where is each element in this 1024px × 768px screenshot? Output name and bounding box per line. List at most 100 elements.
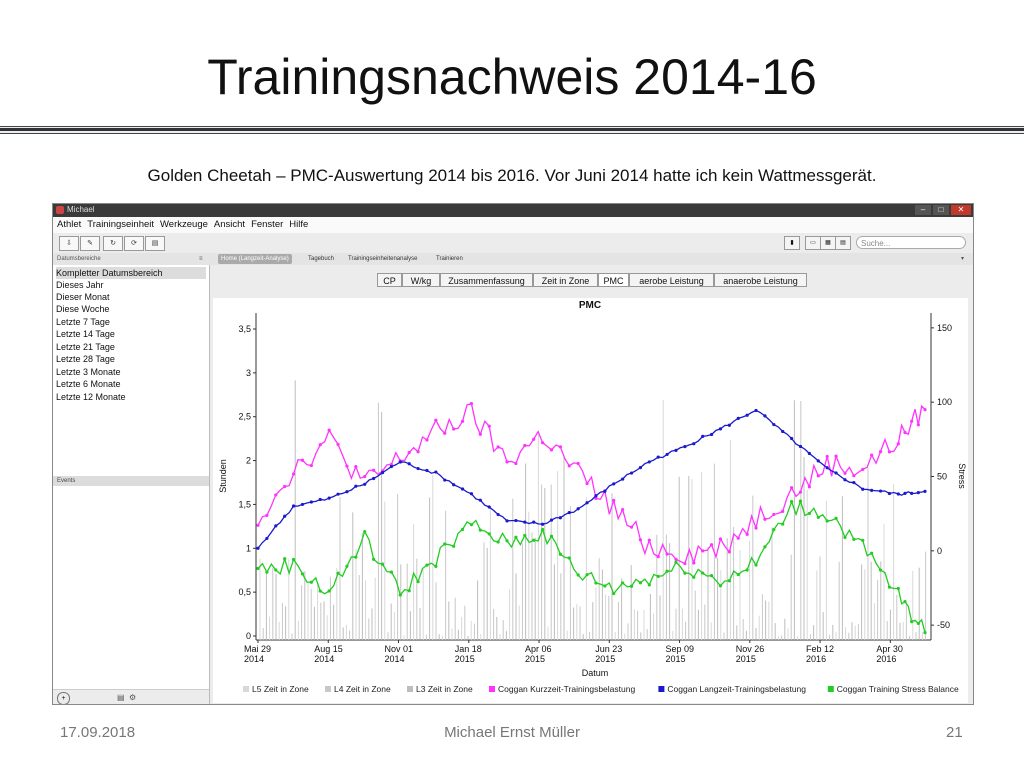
tab-zusammenfassung[interactable]: Zusammenfassung <box>440 273 533 287</box>
series-point <box>372 476 376 481</box>
date-range-item[interactable]: Letzte 7 Tage <box>56 317 110 327</box>
y-tick-label-right: 100 <box>937 397 952 407</box>
legend-swatch <box>407 686 413 692</box>
series-point <box>576 461 580 466</box>
series-point <box>825 466 829 470</box>
series-point <box>763 517 767 521</box>
series-point <box>327 428 331 432</box>
date-range-item[interactable]: Letzte 6 Monate <box>56 379 121 389</box>
tab-cp[interactable]: CP <box>377 273 402 287</box>
series-point <box>709 573 714 578</box>
series-point <box>781 429 785 434</box>
view-tab-bar: Datumsbereiche ≡ Home (Langzeit-Analyse)… <box>53 253 973 265</box>
view-grid-icon[interactable]: ▦ <box>820 236 836 250</box>
x-tick-label: Nov 01 <box>385 644 414 654</box>
tab-aerobe-leistung[interactable]: aerobe Leistung <box>629 273 714 287</box>
series-point <box>665 552 669 556</box>
date-range-item[interactable]: Letzte 12 Monate <box>56 392 126 402</box>
series-point <box>487 532 491 536</box>
date-range-item[interactable]: Letzte 14 Tage <box>56 329 115 339</box>
y-tick-label-right: 150 <box>937 323 952 333</box>
series-point <box>283 484 287 489</box>
series-point <box>363 529 367 534</box>
series-point <box>834 471 838 475</box>
series-point <box>772 512 776 517</box>
tab-trainingseinheitenanalyse[interactable]: Trainingseinheitenanalyse <box>348 256 418 262</box>
series-point <box>701 434 705 438</box>
calendar-icon[interactable]: ▤ <box>117 693 125 702</box>
title-divider <box>0 126 1024 134</box>
menu-ansicht[interactable]: Ansicht <box>213 219 246 230</box>
series-point <box>798 499 803 503</box>
refresh-icon[interactable]: ⟳ <box>124 236 144 251</box>
series-point <box>736 536 740 540</box>
series-point <box>903 491 907 495</box>
series-point <box>443 478 447 482</box>
series-point <box>514 518 518 523</box>
minimize-button[interactable]: – <box>915 205 931 215</box>
series-point <box>923 408 927 412</box>
series-point <box>300 458 305 462</box>
download-icon[interactable]: ⇩ <box>59 236 79 251</box>
date-range-item[interactable]: Letzte 3 Monate <box>56 367 121 377</box>
menu-hilfe[interactable]: Hilfe <box>289 219 309 230</box>
tab-anaerobe-leistung[interactable]: anaerobe Leistung <box>714 273 807 287</box>
tab-tagebuch[interactable]: Tagebuch <box>308 256 335 262</box>
series-point <box>434 564 438 568</box>
legend-swatch <box>827 686 834 692</box>
chart-menu-icon[interactable]: ▾ <box>961 256 965 262</box>
series-point <box>505 519 509 523</box>
series-point <box>754 408 758 413</box>
view-tabs-icon[interactable]: ▭ <box>805 236 821 250</box>
date-range-item[interactable]: Diese Woche <box>56 304 110 314</box>
date-range-item[interactable]: Dieses Jahr <box>56 280 104 290</box>
sidebar-footer: + ▤ ⚙ <box>53 689 209 704</box>
add-icon[interactable]: + <box>57 692 70 704</box>
series-point <box>487 424 491 428</box>
sidebar-menu-icon[interactable]: ≡ <box>199 256 203 262</box>
search-input[interactable]: Suche... <box>856 236 966 249</box>
menu-trainingseinheit[interactable]: Trainingseinheit <box>87 219 155 230</box>
series-point <box>380 562 385 566</box>
settings-icon[interactable]: ⚙ <box>129 693 137 702</box>
tab-home[interactable]: Home (Langzeit-Analyse) <box>218 254 292 264</box>
date-range-item[interactable]: Kompletter Datumsbereich <box>56 267 206 279</box>
series-point <box>638 466 643 470</box>
series-point <box>763 414 767 418</box>
series-point <box>309 500 313 504</box>
y-tick-label-left: 2 <box>246 456 251 466</box>
delete-icon[interactable]: ▤ <box>145 236 165 251</box>
tab-zeit-in-zone[interactable]: Zeit in Zone <box>533 273 598 287</box>
tab-pmc[interactable]: PMC <box>598 273 629 287</box>
x-tick-label: Jun 23 <box>595 644 622 654</box>
series-point <box>816 474 820 478</box>
main-panel: CP W/kg Zusammenfassung Zeit in Zone PMC… <box>210 265 973 704</box>
edit-icon[interactable]: ✎ <box>80 236 100 251</box>
maximize-button[interactable]: □ <box>933 205 949 215</box>
x-tick-label: 2015 <box>595 654 615 664</box>
menu-athlet[interactable]: Athlet <box>57 219 82 230</box>
legend-label: Coggan Training Stress Balance <box>837 684 959 694</box>
close-button[interactable]: ✕ <box>951 205 971 215</box>
date-range-item[interactable]: Letzte 21 Tage <box>56 342 115 352</box>
menu-werkzeuge[interactable]: Werkzeuge <box>160 219 208 230</box>
tab-wkg[interactable]: W/kg <box>402 273 440 287</box>
menu-fenster[interactable]: Fenster <box>251 219 284 230</box>
y-tick-label-left: 1,5 <box>238 499 251 509</box>
events-header[interactable]: Events <box>53 476 209 486</box>
series-point <box>576 507 580 511</box>
date-range-item[interactable]: Dieser Monat <box>56 292 110 302</box>
view-list-icon[interactable]: ▤ <box>835 236 851 250</box>
series-point <box>425 563 429 567</box>
footer-author: Michael Ernst Müller <box>444 724 580 741</box>
series-point <box>638 581 643 585</box>
tab-trainieren[interactable]: Trainieren <box>436 256 463 262</box>
series-point <box>870 488 874 492</box>
sync-icon[interactable]: ↻ <box>103 236 123 251</box>
date-range-item[interactable]: Letzte 28 Tage <box>56 354 115 364</box>
series-point <box>354 555 358 559</box>
series-point <box>692 442 696 446</box>
series-point <box>540 527 545 532</box>
sidebar-toggle-icon[interactable]: ▮ <box>784 236 800 250</box>
x-tick-label: 2014 <box>314 654 334 664</box>
